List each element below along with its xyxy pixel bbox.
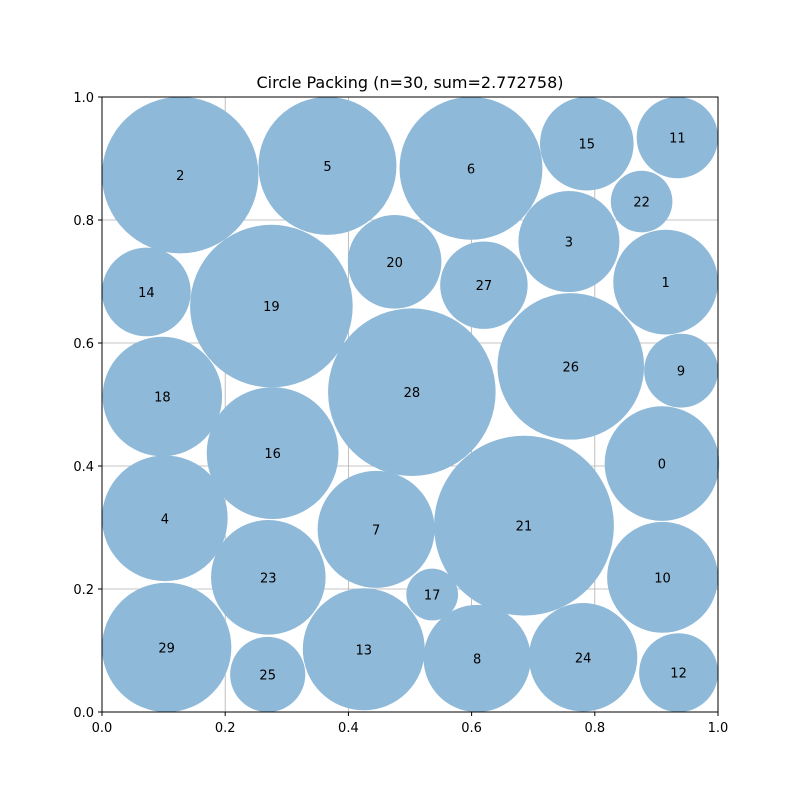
circle-11 bbox=[636, 96, 718, 179]
circle-label-27: 27 bbox=[476, 279, 493, 294]
circle-15 bbox=[539, 96, 634, 191]
circle-20 bbox=[347, 215, 442, 309]
circle-label-22: 22 bbox=[633, 196, 650, 211]
circle-label-28: 28 bbox=[404, 386, 421, 401]
circle-9 bbox=[644, 333, 718, 408]
circle-label-8: 8 bbox=[473, 652, 481, 667]
circle-16 bbox=[206, 387, 339, 519]
x-tick-label: 0.4 bbox=[338, 721, 359, 736]
circle-label-12: 12 bbox=[670, 667, 687, 682]
axes-layer: 0.0 0.2 0.4 0.6 0.8 1.0 0.0 0.2 0.4 0.6 0.8 1.0 bbox=[73, 91, 728, 736]
y-tick-label: 0.0 bbox=[73, 706, 94, 721]
circle-14 bbox=[102, 247, 191, 337]
circle-label-19: 19 bbox=[263, 300, 280, 315]
circle-25 bbox=[230, 636, 306, 713]
circle-26 bbox=[497, 293, 645, 440]
circle-0 bbox=[604, 406, 720, 521]
circle-label-9: 9 bbox=[677, 365, 685, 380]
circle-21 bbox=[434, 435, 614, 616]
chart-title: Circle Packing (n=30, sum=2.772758) bbox=[256, 73, 563, 92]
circle-label-21: 21 bbox=[516, 520, 533, 535]
circle-label-7: 7 bbox=[372, 523, 380, 538]
circle-13 bbox=[302, 588, 425, 711]
circle-label-10: 10 bbox=[654, 571, 671, 586]
circle-label-15: 15 bbox=[579, 138, 596, 153]
circle-1 bbox=[613, 229, 718, 335]
circle-label-3: 3 bbox=[565, 236, 573, 251]
circle-label-29: 29 bbox=[158, 641, 175, 656]
y-tick-label: 0.8 bbox=[73, 214, 94, 229]
y-tick-label: 0.6 bbox=[73, 337, 94, 352]
circle-17 bbox=[406, 568, 459, 621]
circle-label-20: 20 bbox=[386, 256, 403, 271]
circle-29 bbox=[101, 582, 232, 713]
circle-label-1: 1 bbox=[661, 276, 669, 291]
circle-label-11: 11 bbox=[669, 132, 686, 147]
x-tick-label: 0.0 bbox=[92, 721, 113, 736]
circle-18 bbox=[102, 336, 223, 457]
x-tick-label: 0.6 bbox=[461, 721, 482, 736]
circle-5 bbox=[258, 96, 397, 235]
circle-label-23: 23 bbox=[260, 571, 277, 586]
circle-layer bbox=[101, 96, 720, 713]
circle-label-18: 18 bbox=[154, 391, 171, 406]
circle-label-13: 13 bbox=[356, 643, 373, 658]
circle-19 bbox=[190, 224, 353, 388]
circle-label-24: 24 bbox=[575, 651, 592, 666]
x-tick-label: 1.0 bbox=[708, 721, 729, 736]
circle-3 bbox=[518, 191, 620, 293]
x-tick-label: 0.2 bbox=[215, 721, 236, 736]
y-tick-label: 0.2 bbox=[73, 583, 94, 598]
axes-frame bbox=[101, 96, 719, 713]
circle-6 bbox=[399, 96, 543, 240]
circle-label-2: 2 bbox=[176, 169, 184, 184]
circle-8 bbox=[423, 604, 531, 713]
circle-label-26: 26 bbox=[563, 360, 580, 375]
circle-7 bbox=[317, 470, 435, 588]
circle-22 bbox=[610, 170, 673, 233]
circle-label-25: 25 bbox=[259, 668, 276, 683]
circle-label-16: 16 bbox=[264, 447, 281, 462]
circle-4 bbox=[102, 455, 228, 582]
x-tick-label: 0.8 bbox=[584, 721, 605, 736]
circle-label-14: 14 bbox=[138, 286, 155, 301]
circle-28 bbox=[328, 308, 496, 476]
circle-label-17: 17 bbox=[424, 589, 441, 604]
circle-label-0: 0 bbox=[658, 458, 666, 473]
circle-label-4: 4 bbox=[161, 512, 169, 527]
circle-23 bbox=[211, 520, 326, 635]
y-tick-label: 1.0 bbox=[73, 91, 94, 106]
circle-10 bbox=[607, 521, 718, 633]
circle-label-6: 6 bbox=[467, 162, 475, 177]
circle-12 bbox=[639, 633, 718, 713]
circle-2 bbox=[101, 96, 259, 254]
circle-24 bbox=[528, 603, 638, 712]
y-tick-label: 0.4 bbox=[73, 460, 94, 475]
circle-label-5: 5 bbox=[323, 160, 331, 175]
circle-27 bbox=[440, 241, 528, 329]
